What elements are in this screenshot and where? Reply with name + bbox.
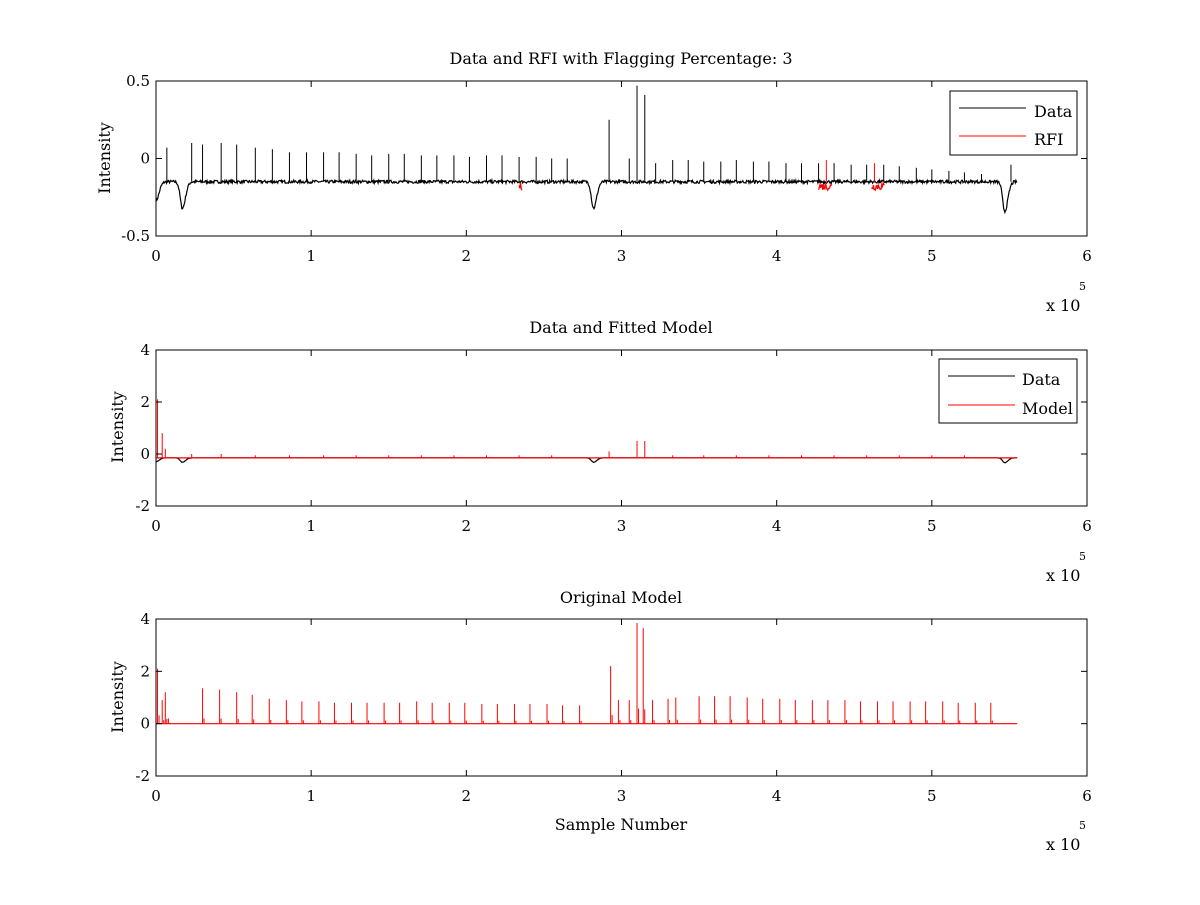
plot-frame xyxy=(155,618,1088,777)
legend: Data Model xyxy=(938,358,1078,424)
y-tick-label: 0.5 xyxy=(126,72,150,90)
x-tick-label: 3 xyxy=(617,787,627,805)
x-tick-label: 5 xyxy=(927,787,937,805)
panel-title: Data and Fitted Model xyxy=(529,318,712,337)
x-tick-label: 6 xyxy=(1082,517,1092,535)
legend-label-data: Data xyxy=(1022,370,1061,389)
x-tick-label: 3 xyxy=(617,517,627,535)
x-tick-label: 4 xyxy=(772,247,782,265)
series-rfi xyxy=(518,160,885,192)
x-axis-label: Sample Number xyxy=(555,815,688,834)
panel-title: Data and RFI with Flagging Percentage: 3 xyxy=(449,49,792,68)
x-tick-label: 2 xyxy=(462,517,472,535)
y-tick-label: 0 xyxy=(140,150,150,168)
x-axis-multiplier: x 10 xyxy=(1046,566,1080,585)
series-data xyxy=(155,85,1018,215)
panel-title: Original Model xyxy=(560,588,682,607)
x-axis-multiplier-exponent: 5 xyxy=(1079,280,1086,293)
x-tick-label: 2 xyxy=(462,787,472,805)
x-tick-label: 4 xyxy=(772,517,782,535)
x-tick-label: 1 xyxy=(306,787,316,805)
rfi-flag-mark xyxy=(817,182,833,192)
plot-marks xyxy=(156,622,1018,725)
panel-rfi: Data and RFI with Flagging Percentage: 3… xyxy=(95,49,1092,315)
x-axis-multiplier: x 10 xyxy=(1046,835,1080,854)
x-axis-multiplier: x 10 xyxy=(1046,296,1080,315)
axis-ticks: 0 1 2 3 4 5 6-0.500.5 xyxy=(121,72,1092,265)
panel-fitted-model: Data and Fitted Model Intensity x 10 5 0… xyxy=(108,318,1092,585)
plot-marks xyxy=(155,85,1018,215)
y-tick-label: -2 xyxy=(135,767,150,785)
y-axis-label: Intensity xyxy=(95,122,114,194)
x-tick-label: 6 xyxy=(1082,787,1092,805)
y-tick-label: 4 xyxy=(140,610,150,628)
series-model xyxy=(156,399,1018,459)
y-tick-label: -2 xyxy=(135,497,150,515)
legend-label-model: Model xyxy=(1022,399,1073,418)
series-line xyxy=(155,457,1018,464)
x-tick-label: 5 xyxy=(927,517,937,535)
x-tick-label: 4 xyxy=(772,787,782,805)
plot-frame xyxy=(155,349,1088,507)
y-axis-label: Intensity xyxy=(108,661,127,733)
x-tick-label: 1 xyxy=(306,517,316,535)
legend-label-data: Data xyxy=(1034,102,1073,121)
x-tick-label: 6 xyxy=(1082,247,1092,265)
rfi-flag-mark xyxy=(518,182,523,191)
y-tick-label: 0 xyxy=(140,445,150,463)
legend-box xyxy=(949,90,1078,156)
x-tick-label: 0 xyxy=(151,787,161,805)
x-axis-multiplier-exponent: 5 xyxy=(1079,819,1086,832)
panel-original-model: Original Model Intensity Sample Number x… xyxy=(108,588,1092,854)
series-data xyxy=(155,457,1018,464)
x-axis-multiplier-exponent: 5 xyxy=(1079,550,1086,563)
y-tick-label: 2 xyxy=(140,662,150,680)
x-tick-label: 5 xyxy=(927,247,937,265)
legend-box xyxy=(938,358,1078,424)
y-tick-label: -0.5 xyxy=(121,227,150,245)
legend: Data RFI xyxy=(949,90,1078,156)
x-tick-label: 1 xyxy=(306,247,316,265)
y-axis-label: Intensity xyxy=(108,391,127,463)
plot-marks xyxy=(155,399,1018,464)
plot-frame xyxy=(155,80,1088,237)
x-tick-label: 2 xyxy=(462,247,472,265)
y-tick-label: 0 xyxy=(140,715,150,733)
x-tick-label: 3 xyxy=(617,247,627,265)
rfi-flag-mark xyxy=(871,181,885,192)
series-model-0 xyxy=(156,622,1018,725)
x-tick-label: 0 xyxy=(151,517,161,535)
series-line xyxy=(155,177,1018,215)
y-tick-label: 2 xyxy=(140,393,150,411)
legend-label-rfi: RFI xyxy=(1034,130,1063,149)
y-tick-label: 4 xyxy=(140,341,150,359)
x-tick-label: 0 xyxy=(151,247,161,265)
